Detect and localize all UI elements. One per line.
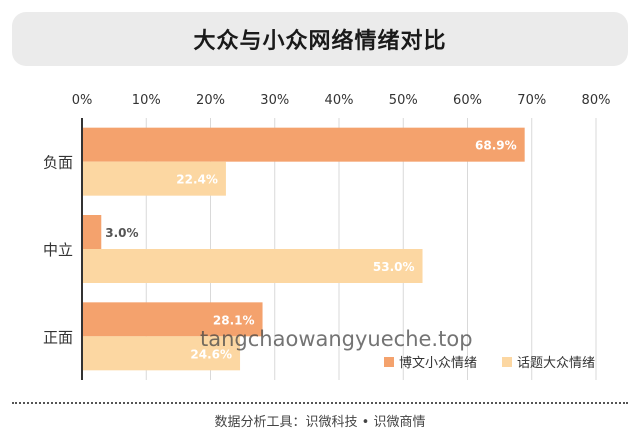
legend-swatch [384, 357, 394, 367]
value-label: 3.0% [105, 226, 138, 240]
bar [82, 302, 263, 337]
chart-title-box: 大众与小众网络情绪对比 [12, 12, 628, 66]
category-label: 负面 [43, 154, 73, 172]
value-label: 22.4% [176, 173, 218, 187]
x-tick-label: 50% [389, 93, 418, 108]
x-tick-label: 30% [260, 93, 289, 108]
x-tick-label: 70% [517, 93, 546, 108]
x-tick-label: 60% [453, 93, 482, 108]
x-tick-label: 20% [196, 93, 225, 108]
legend-label: 博文小众情绪 [399, 356, 477, 371]
chart-title: 大众与小众网络情绪对比 [193, 29, 447, 54]
value-label: 68.9% [475, 139, 517, 153]
value-label: 28.1% [213, 313, 255, 327]
x-tick-label: 10% [132, 93, 161, 108]
x-tick-label: 80% [582, 93, 611, 108]
bar [82, 249, 423, 283]
value-label: 24.6% [190, 347, 232, 361]
legend-swatch [502, 357, 512, 367]
bar [82, 215, 102, 249]
footer-source: 数据分析工具：识微科技 • 识微商情 [214, 414, 426, 430]
bar [82, 161, 226, 196]
legend-label: 话题大众情绪 [517, 356, 595, 371]
footer-divider [12, 402, 628, 404]
x-tick-label: 0% [72, 93, 93, 108]
watermark-text: tangchaowangyueche.top [200, 327, 473, 351]
category-label: 中立 [43, 241, 73, 259]
category-label: 正面 [43, 328, 73, 346]
bar [82, 336, 241, 371]
bar [82, 127, 525, 162]
x-tick-label: 40% [325, 93, 354, 108]
value-label: 53.0% [373, 260, 415, 274]
